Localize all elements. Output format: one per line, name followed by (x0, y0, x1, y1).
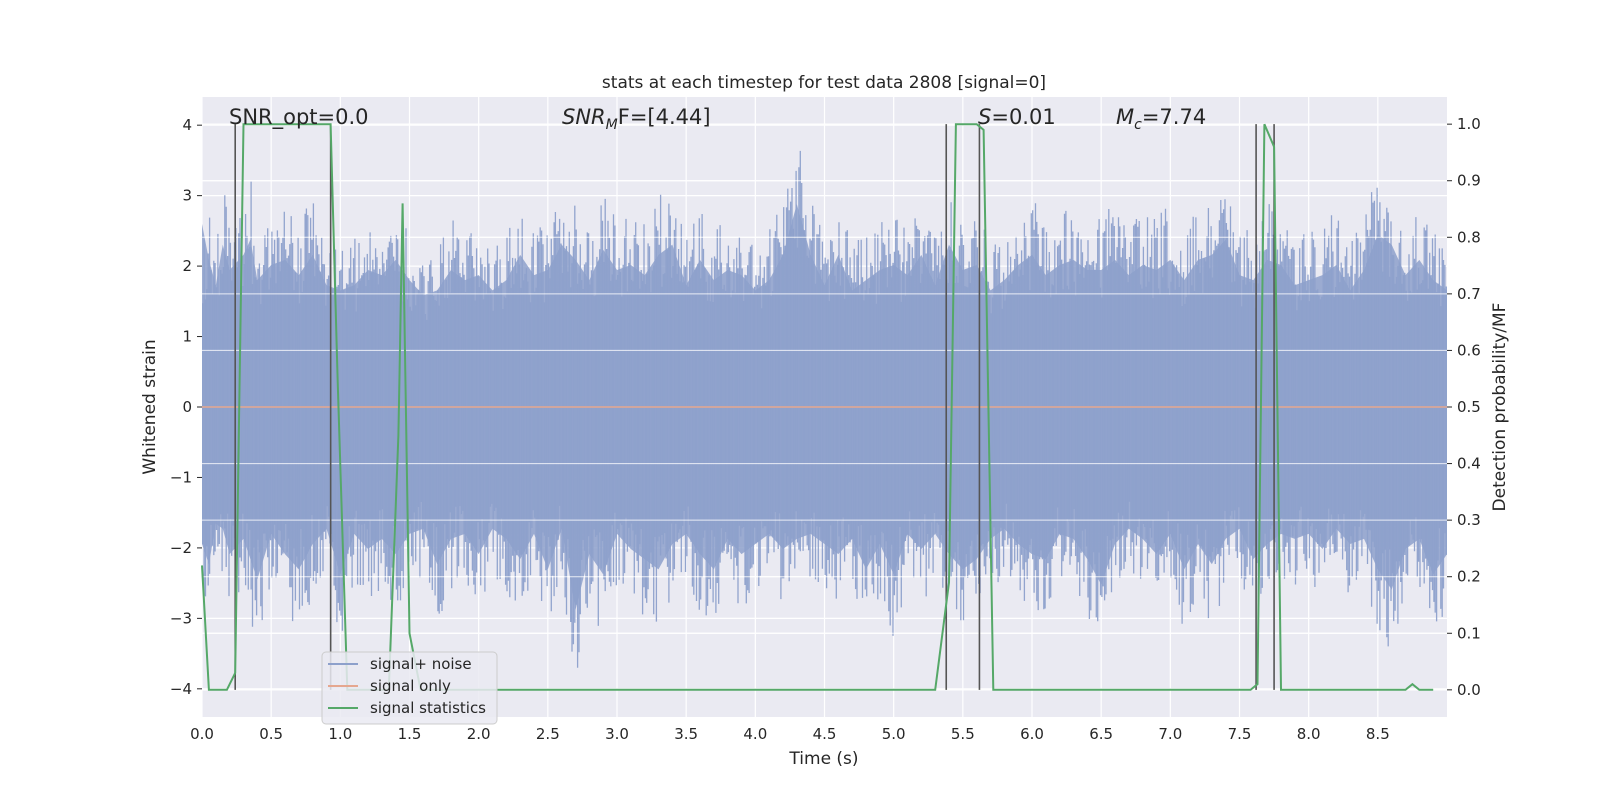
x-tick-label-17: 8.5 (1366, 725, 1390, 743)
x-tick-label-1: 0.5 (259, 725, 283, 743)
annotation-s-value: =0.01 (991, 105, 1055, 129)
series-signal-noise-spikes (202, 150, 1447, 668)
y2-tick-label-4: 0.4 (1457, 455, 1481, 473)
x-tick-label-4: 2.0 (467, 725, 491, 743)
annotation-snr-mf-symbol: SNR (562, 105, 606, 129)
x-tick-label-7: 3.5 (674, 725, 698, 743)
x-tick-label-9: 4.5 (813, 725, 837, 743)
y2-tick-label-6: 0.6 (1457, 341, 1481, 359)
x-tick-label-8: 4.0 (743, 725, 767, 743)
x-tick-label-2: 1.0 (328, 725, 352, 743)
annotation-mc: Mc=7.74 (1116, 105, 1206, 133)
y-tick-label-4: 0 (182, 398, 192, 416)
y2-tick-label-5: 0.5 (1457, 398, 1481, 416)
legend-label-signal-statistics: signal statistics (370, 699, 486, 717)
x-tick-label-3: 1.5 (398, 725, 422, 743)
y-tick-label-5: 1 (182, 328, 192, 346)
annotation-mc-value: =7.74 (1142, 105, 1206, 129)
y-axis-label: Whitened strain (140, 339, 160, 474)
y2-tick-label-9: 0.9 (1457, 172, 1481, 190)
y2-tick-label-3: 0.3 (1457, 511, 1481, 529)
y2-tick-label-2: 0.2 (1457, 568, 1481, 586)
legend-label-signal-noise: signal+ noise (370, 655, 472, 673)
series-layer (201, 123, 1447, 691)
y2-tick-label-8: 0.8 (1457, 228, 1481, 246)
y-tick-label-6: 2 (182, 257, 192, 275)
y2-tick-labels: 0.0 0.1 0.2 0.3 0.4 0.5 0.6 0.7 0.8 0.9 1.0 (1447, 115, 1481, 699)
x-axis-label: Time (s) (788, 749, 858, 769)
y-tick-label-8: 4 (182, 116, 192, 134)
y-tick-label-2: −2 (170, 539, 192, 557)
annotation-snr-mf-subscript: M (606, 117, 618, 133)
chart-title: stats at each timestep for test data 280… (602, 73, 1046, 93)
y2-tick-label-0: 0.0 (1457, 681, 1481, 699)
annotation-snr-mf-value: F=[4.44] (618, 105, 711, 129)
annotation-mc-symbol: M (1116, 105, 1134, 129)
x-tick-label-11: 5.5 (951, 725, 975, 743)
annotation-snr-opt: SNR_opt=0.0 (229, 105, 369, 130)
y-tick-labels: −4 −3 −2 −1 0 1 2 3 4 (170, 116, 202, 698)
annotation-s-symbol: S (978, 105, 991, 129)
x-tick-label-6: 3.0 (605, 725, 629, 743)
y-tick-label-3: −1 (170, 468, 192, 486)
legend-label-signal-only: signal only (370, 677, 451, 695)
x-tick-label-14: 7.0 (1158, 725, 1182, 743)
annotation-mc-subscript: c (1134, 117, 1142, 133)
y2-tick-label-1: 0.1 (1457, 624, 1481, 642)
x-tick-labels: 0.0 0.5 1.0 1.5 2.0 2.5 3.0 3.5 4.0 4.5 5.0 5.5 6.0 6… (190, 725, 1390, 743)
annotation-snr-mf: SNRMF=[4.44] (562, 105, 711, 133)
y-tick-label-0: −4 (170, 680, 192, 698)
x-tick-label-10: 5.0 (882, 725, 906, 743)
x-tick-label-5: 2.5 (536, 725, 560, 743)
annotation-s: S=0.01 (978, 105, 1056, 129)
x-tick-label-16: 8.0 (1297, 725, 1321, 743)
y-tick-label-7: 3 (182, 187, 192, 205)
y2-axis-label: Detection probability/MF (1490, 303, 1510, 512)
legend-box (321, 651, 498, 725)
y2-tick-label-10: 1.0 (1457, 115, 1481, 133)
x-tick-label-0: 0.0 (190, 725, 214, 743)
x-tick-label-12: 6.0 (1020, 725, 1044, 743)
legend: signal+ noise signal only signal statist… (321, 651, 498, 725)
x-tick-label-13: 6.5 (1089, 725, 1113, 743)
series-signal-statistics (201, 123, 1434, 691)
x-tick-label-15: 7.5 (1228, 725, 1252, 743)
y2-tick-label-7: 0.7 (1457, 285, 1481, 303)
y-tick-label-1: −3 (170, 609, 192, 627)
